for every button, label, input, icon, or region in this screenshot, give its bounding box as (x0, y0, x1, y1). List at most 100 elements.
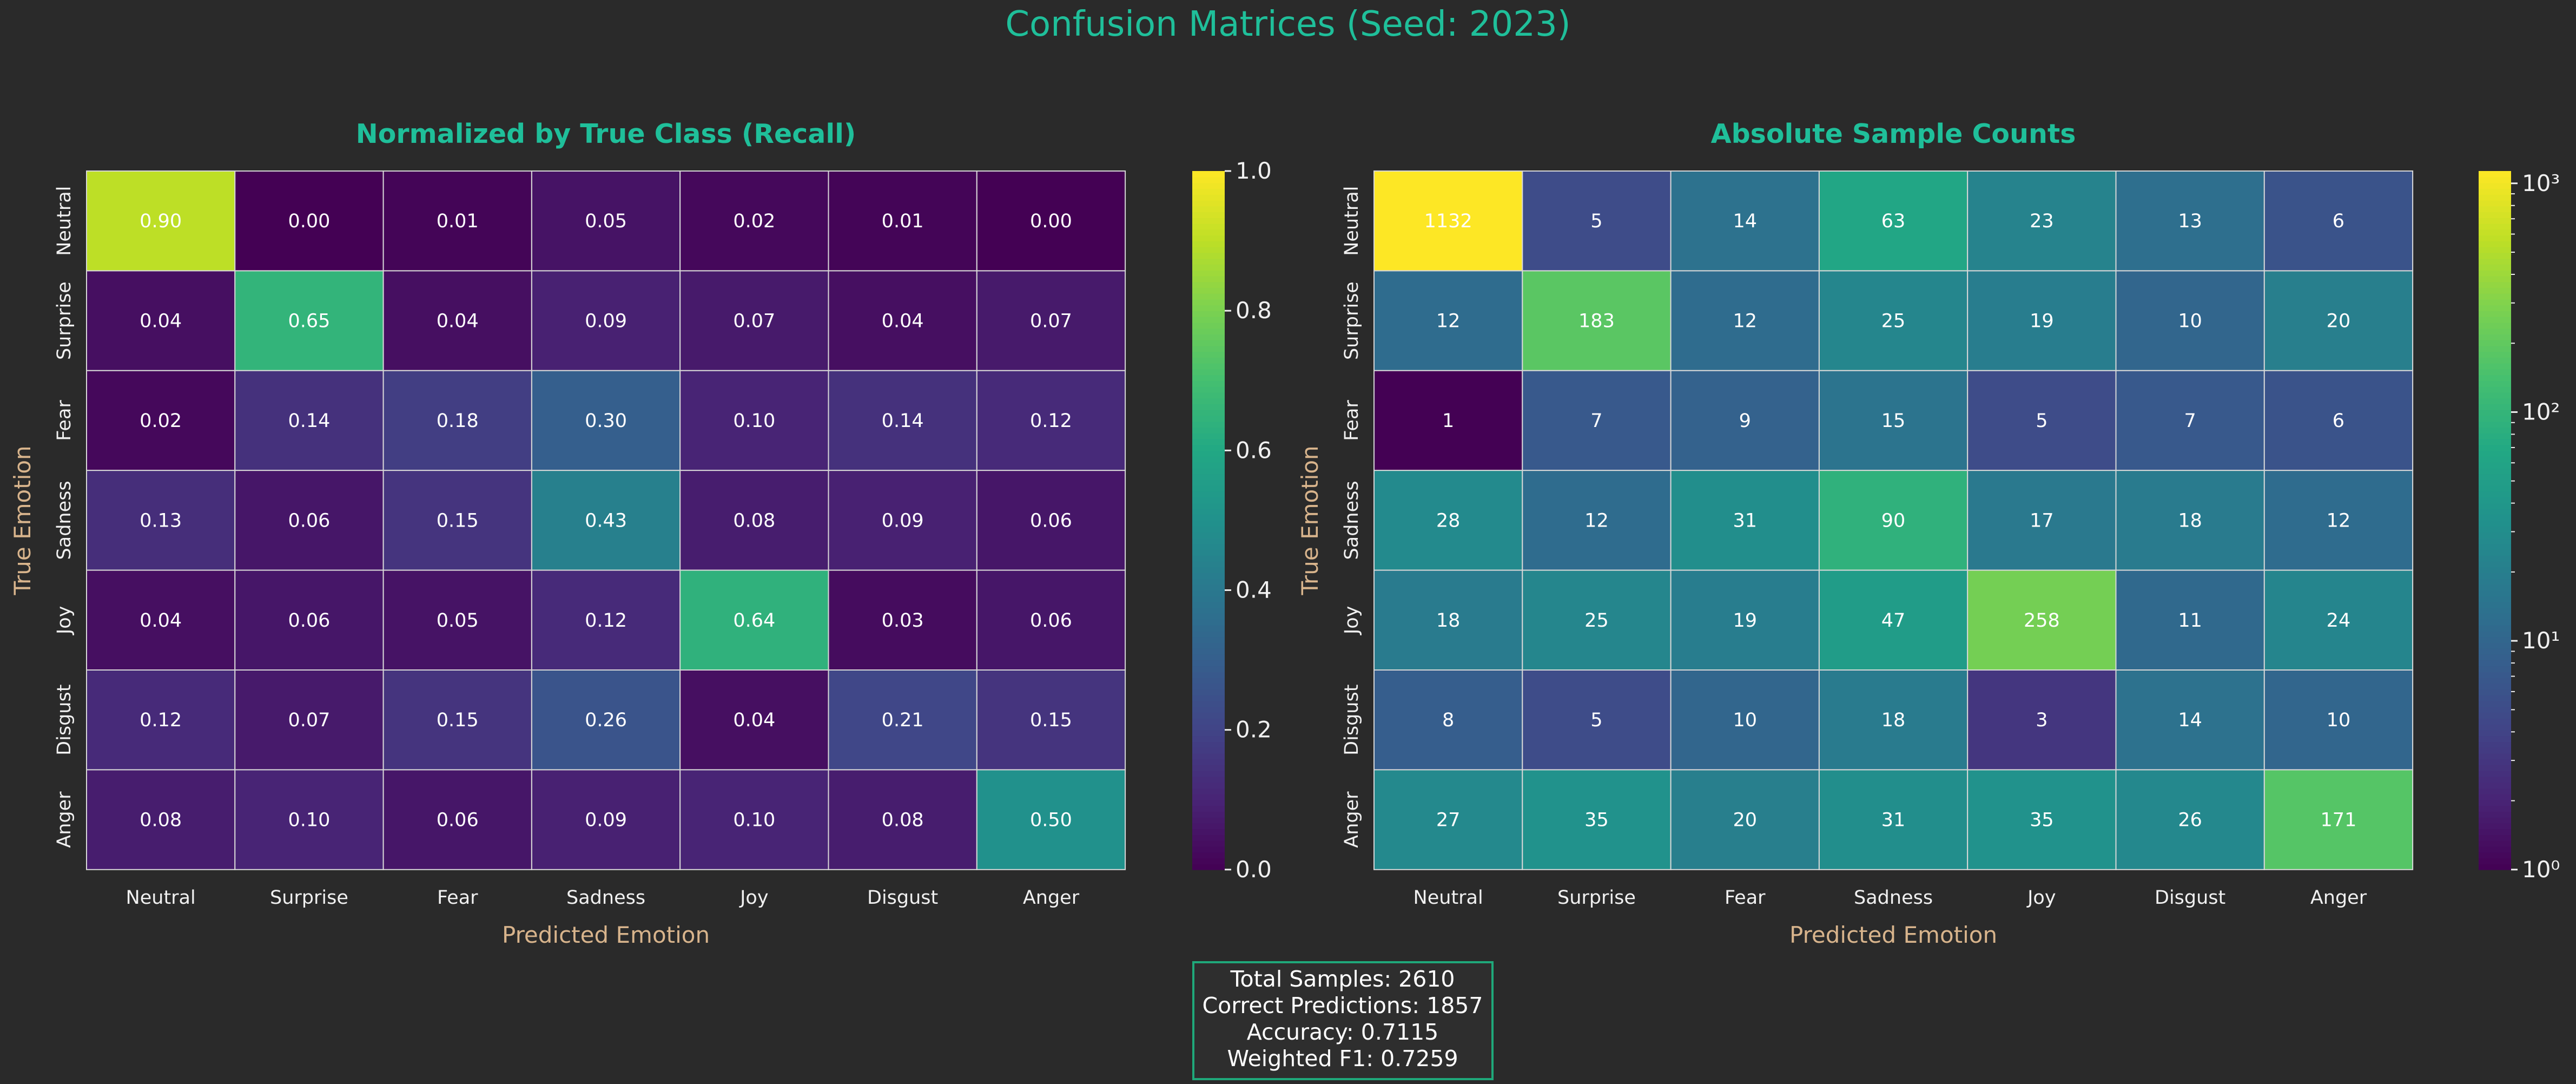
colorbar-segment (1192, 363, 1225, 370)
cell-value-label: 0.07 (1030, 311, 1072, 332)
colorbar-segment (1192, 858, 1225, 864)
cell-value-label: 0.04 (140, 311, 182, 332)
colorbar-segment (1192, 357, 1225, 364)
colorbar-segment (1192, 438, 1225, 445)
colorbar-segment (1192, 491, 1225, 498)
y-tick-label: Fear (54, 400, 75, 441)
y-tick-label: Joy (1341, 606, 1363, 635)
colorbar-segment (1192, 468, 1225, 475)
colorbar-segment (2479, 200, 2511, 207)
heatmap-cell (234, 569, 384, 671)
colorbar-segment (1192, 293, 1225, 300)
colorbar-segment (1192, 683, 1225, 690)
colorbar-tick-label: 0.0 (1236, 856, 1272, 883)
heatmap-cell (2263, 669, 2414, 771)
colorbar-segment (2479, 840, 2511, 847)
colorbar-segment (2479, 625, 2511, 632)
heatmap-cell (1373, 669, 1523, 771)
colorbar-segment (2479, 275, 2511, 283)
cell-value-label: 0.06 (437, 810, 479, 831)
heatmap-cell (828, 669, 977, 771)
heatmap-cell (1670, 669, 1820, 771)
colorbar-segment (1192, 380, 1225, 387)
colorbar-segment (2479, 485, 2511, 492)
colorbar-segment (1192, 660, 1225, 667)
cell-value-label: 183 (1578, 311, 1615, 332)
colorbar-segment (1192, 339, 1225, 346)
colorbar-segment (2479, 514, 2511, 521)
colorbar-segment (2479, 404, 2511, 410)
colorbar-segment (1192, 636, 1225, 643)
cell-value-label: 12 (1584, 510, 1609, 531)
heatmap-cell (976, 669, 1126, 771)
colorbar-segment (1192, 275, 1225, 283)
colorbar-segment (1192, 322, 1225, 329)
cell-value-label: 35 (1584, 810, 1609, 831)
panel-title: Absolute Sample Counts (1711, 119, 2076, 149)
colorbar-segment (1192, 735, 1225, 742)
colorbar-segment (1192, 433, 1225, 439)
cell-value-label: 0.04 (437, 311, 479, 332)
heatmap-cell (2115, 569, 2265, 671)
heatmap-cell (1373, 370, 1523, 471)
heatmap-cell (382, 769, 532, 870)
y-tick-label: Disgust (54, 685, 75, 755)
cell-value-label: 0.15 (437, 510, 479, 531)
colorbar-segment (2479, 508, 2511, 515)
heatmap-cell (1670, 270, 1820, 371)
summary-weighted-f1: Weighted F1: 0.7259 (1227, 1046, 1458, 1072)
colorbar-segment (2479, 520, 2511, 527)
colorbar-segment (2479, 584, 2511, 591)
colorbar-segment (1192, 503, 1225, 509)
heatmap-cell (1522, 569, 1672, 671)
colorbar-segment (2479, 468, 2511, 475)
cell-value-label: 17 (2030, 510, 2054, 531)
colorbar-segment (2479, 369, 2511, 376)
summary-box: Total Samples: 2610 Correct Predictions:… (1192, 961, 1494, 1080)
x-tick-label: Anger (2310, 887, 2367, 909)
colorbar-tick-label: 0.8 (1236, 297, 1272, 324)
cell-value-label: 0.26 (585, 709, 627, 731)
colorbar-tick-label: 10⁰ (2522, 856, 2560, 883)
colorbar-segment (1192, 811, 1225, 818)
colorbar-segment (1192, 485, 1225, 492)
cell-value-label: 0.04 (140, 610, 182, 632)
colorbar-segment (1192, 654, 1225, 661)
x-tick-label: Fear (1725, 887, 1766, 909)
colorbar-segment (2479, 537, 2511, 544)
colorbar-segment (1192, 258, 1225, 265)
x-tick-label: Neutral (1414, 887, 1483, 909)
colorbar-segment (2479, 456, 2511, 463)
y-tick-label: Surprise (54, 281, 75, 360)
heatmap-cell (86, 669, 236, 771)
heatmap-cell (234, 769, 384, 870)
y-tick-label: Disgust (1341, 685, 1363, 755)
colorbar-segment (2479, 636, 2511, 643)
colorbar-segment (1192, 514, 1225, 521)
colorbar-segment (2479, 421, 2511, 428)
colorbar-segment (2479, 264, 2511, 271)
colorbar-segment (2479, 531, 2511, 538)
cell-value-label: 0.01 (882, 211, 924, 232)
heatmap-cell (976, 470, 1126, 571)
cell-value-label: 14 (2178, 709, 2202, 731)
colorbar-segment (1192, 840, 1225, 847)
colorbar-segment (1192, 223, 1225, 230)
cell-value-label: 0.21 (882, 709, 924, 731)
cell-value-label: 0.30 (585, 410, 627, 432)
colorbar-segment (2479, 607, 2511, 614)
heatmap-cell (1818, 470, 1969, 571)
cell-value-label: 0.04 (733, 709, 775, 731)
colorbar-segment (2479, 852, 2511, 859)
colorbar-segment (2479, 206, 2511, 213)
y-tick-label: Fear (1341, 400, 1363, 441)
colorbar-segment (2479, 392, 2511, 399)
colorbar-segment (1192, 759, 1225, 765)
colorbar-segment (1192, 852, 1225, 859)
colorbar-segment (2479, 491, 2511, 498)
cell-value-label: 0.15 (437, 709, 479, 731)
x-tick-label: Anger (1023, 887, 1080, 909)
heatmap-cell (1522, 270, 1672, 371)
colorbar-segment (1192, 561, 1225, 568)
heatmap-cell (679, 470, 829, 571)
